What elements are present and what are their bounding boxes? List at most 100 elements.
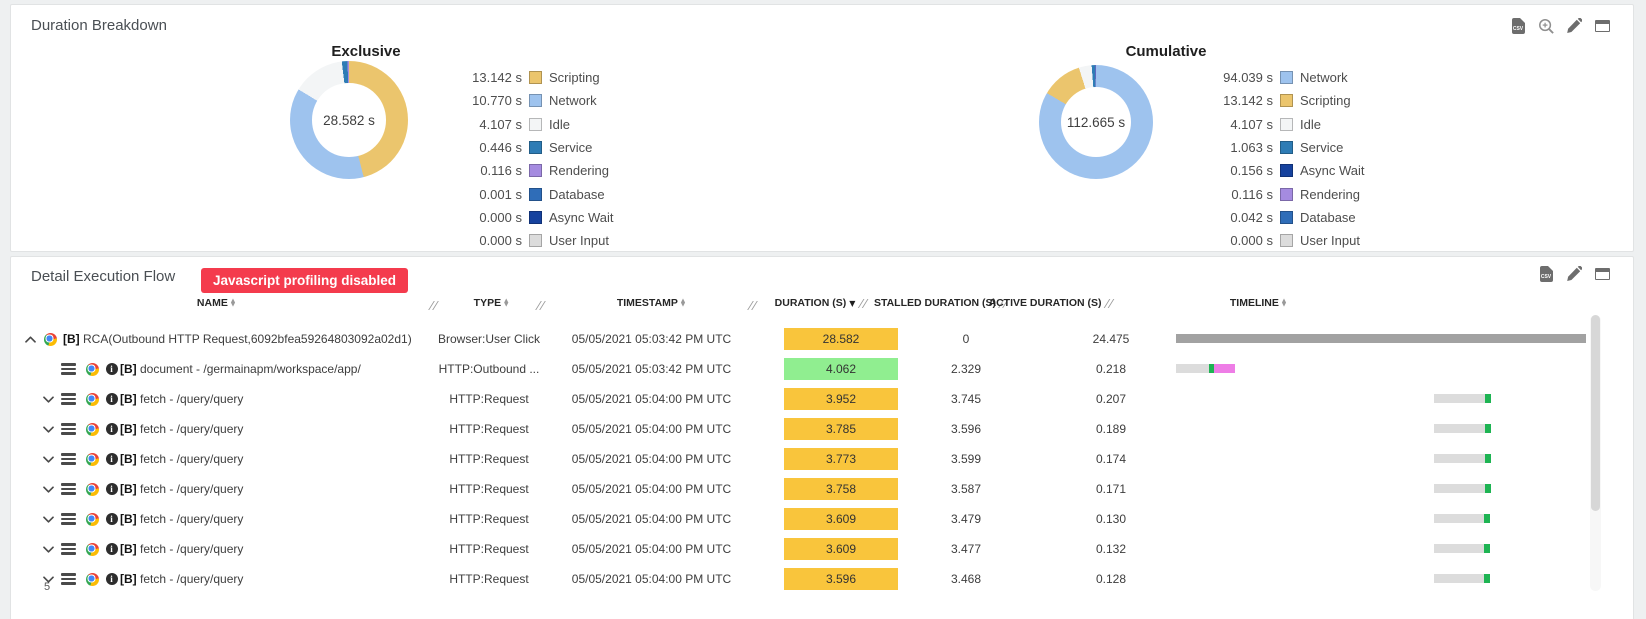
donut-hole: 28.582 s [312,83,386,157]
chevron-down-icon[interactable] [39,570,57,588]
column-header-timestamp[interactable]: TIMESTAMP ▲ ▼ [617,297,685,309]
chevron-down-icon[interactable] [39,540,57,558]
legend-value: 0.116 s [1231,186,1273,202]
js-profiling-disabled-badge: Javascript profiling disabled [201,268,409,293]
legend-item: 4.107 s Idle [442,113,614,136]
edit-icon[interactable] [1565,17,1583,35]
timestamp-cell: 05/05/2021 05:04:00 PM UTC [571,422,732,436]
column-header-timeline[interactable]: TIMELINE ▲ ▼ [1230,297,1286,309]
timestamp-cell: 05/05/2021 05:03:42 PM UTC [571,332,732,346]
legend-label: Idle [1300,116,1321,132]
menu-icon[interactable] [59,360,77,378]
menu-slot [59,360,83,378]
menu-icon[interactable] [59,540,77,558]
chevron-down-icon[interactable] [39,510,57,528]
menu-slot [59,450,83,468]
detail-execution-flow-panel: Detail Execution Flow Javascript profili… [10,256,1634,619]
chart-title-exclusive: Exclusive [331,43,401,60]
chevron-down-icon[interactable] [39,420,57,438]
menu-icon[interactable] [59,450,77,468]
timestamp-cell: 05/05/2021 05:04:00 PM UTC [571,482,732,496]
timeline-segment [1214,364,1235,373]
info-icon[interactable]: i [104,450,119,468]
legend-item: 0.116 s Rendering [442,159,614,182]
column-header-label: STALLED DURATION (S) [873,297,997,309]
column-resize-handle[interactable] [748,301,757,310]
menu-slot [59,390,83,408]
legend-item: 13.142 s Scripting [442,66,614,89]
duration-breakdown-title: Duration Breakdown [31,17,167,34]
info-icon[interactable]: i [104,570,119,588]
timeline-segment [1485,394,1491,403]
menu-icon[interactable] [59,480,77,498]
menu-icon[interactable] [59,420,77,438]
column-header-duration-s[interactable]: DURATION (S) ▼ [775,297,868,309]
info-icon[interactable]: i [104,540,119,558]
chevron-down-icon[interactable] [39,480,57,498]
timestamp-cell: 05/05/2021 05:04:00 PM UTC [571,392,732,406]
legend-item: 13.142 s Scripting [1193,89,1365,112]
info-slot: i [104,510,119,528]
column-header-name[interactable]: NAME ▲ ▼ [197,297,235,309]
edit-icon[interactable] [1565,265,1583,283]
chrome-slot [83,390,104,408]
column-resize-handle[interactable] [536,301,545,310]
window-icon[interactable] [1593,17,1611,35]
chrome-icon [83,420,101,438]
legend-value: 13.142 s [472,70,522,86]
csv-export-icon[interactable] [1537,265,1555,283]
type-cell: HTTP:Request [449,482,529,496]
info-icon[interactable]: i [104,480,119,498]
info-icon[interactable]: i [104,420,119,438]
row-name: [B] fetch - /query/query [120,482,244,496]
menu-icon[interactable] [59,570,77,588]
sort-descending-icon[interactable]: ▼ [849,298,856,308]
vertical-scrollbar-track[interactable] [1590,315,1601,591]
chrome-icon [41,330,59,348]
column-resize-handle[interactable] [858,299,867,308]
table-row: i [B] fetch - /query/query HTTP:Request 05/… [11,414,1633,444]
legend-item: 0.000 s Async Wait [442,206,613,229]
sort-arrows-icon[interactable]: ▲ ▼ [504,297,509,308]
menu-icon[interactable] [59,390,77,408]
info-icon[interactable]: i [104,390,119,408]
duration-breakdown-toolbar [1509,17,1611,35]
csv-export-icon[interactable] [1509,17,1527,35]
name-cell: i [B] fetch - /query/query [39,564,243,594]
column-header-stalled-duration-s[interactable]: STALLED DURATION (S) [874,297,1008,309]
chrome-slot [83,480,104,498]
sort-arrows-icon[interactable]: ▲ ▼ [1281,297,1287,308]
donut-chart-exclusive: 28.582 s [290,61,408,179]
column-header-type[interactable]: TYPE ▲ ▼ [474,297,509,309]
stalled-duration-cell: 3.477 [950,542,982,556]
legend-value: 0.156 s [1230,163,1273,179]
window-icon[interactable] [1593,265,1611,283]
legend-item: 0.116 s Rendering [1193,182,1365,205]
column-resize-handle[interactable] [429,301,438,310]
column-header-active-duration-s[interactable]: ACTIVE DURATION (S) [989,297,1114,309]
pagination-page-number[interactable]: 5 [44,581,51,593]
info-icon[interactable]: i [104,510,119,528]
info-slot: i [104,480,119,498]
legend-value: 4.107 s [1230,116,1273,132]
legend-label: Rendering [1300,186,1360,202]
sort-arrows-icon[interactable]: ▲ ▼ [230,297,236,308]
legend-swatch [529,71,542,85]
timeline-segment [1484,574,1490,583]
menu-icon[interactable] [59,510,77,528]
timeline-segment [1434,484,1485,493]
legend-value: 0.446 s [479,140,522,156]
row-name: [B] fetch - /query/query [120,512,244,526]
column-resize-handle[interactable] [1104,299,1113,308]
chevron-down-slot [39,510,59,528]
legend-label: Scripting [549,70,600,86]
row-name: [B] fetch - /query/query [120,572,244,586]
zoom-in-icon[interactable] [1537,17,1555,35]
sort-arrows-icon[interactable]: ▲ ▼ [680,297,686,308]
chevron-down-icon[interactable] [39,450,57,468]
chevron-up-icon[interactable] [21,330,39,348]
chart-legend-cumulative: 94.039 s Network 13.142 s Scripting 4.107 s I… [1193,66,1365,252]
info-icon[interactable]: i [104,360,119,378]
vertical-scrollbar-thumb[interactable] [1591,315,1600,511]
chevron-down-icon[interactable] [39,390,57,408]
